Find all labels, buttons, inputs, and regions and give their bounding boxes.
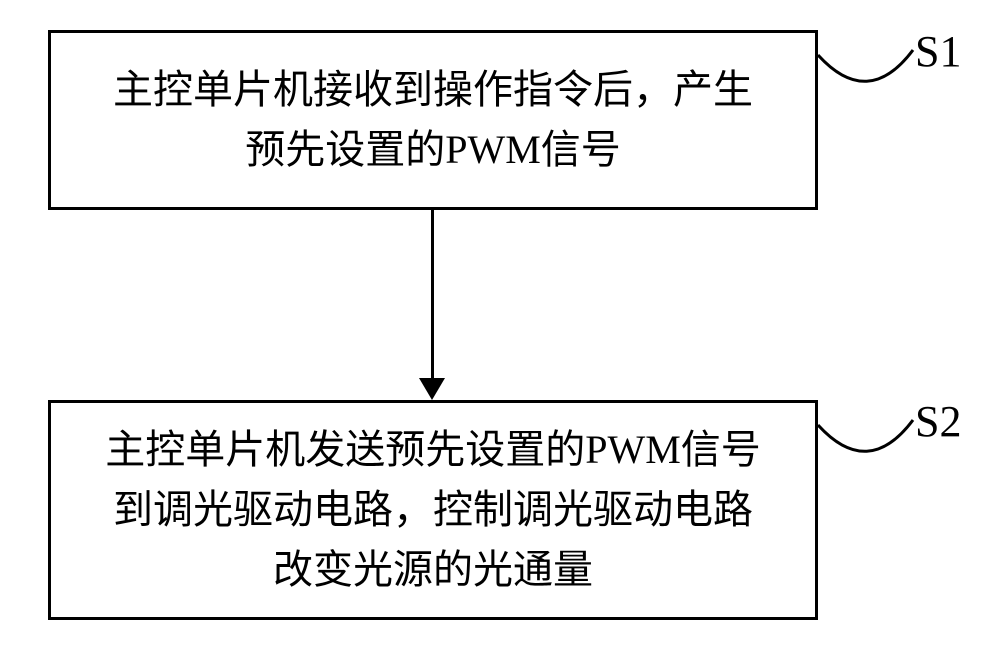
s2-text-line1: 主控单片机发送预先设置的PWM信号: [105, 427, 761, 472]
s1-connector-bracket: [818, 40, 918, 110]
s2-connector-bracket: [818, 410, 918, 480]
arrow-s1-s2-line: [431, 210, 434, 382]
s2-text-line2: 到调光驱动电路，控制调光驱动电路: [113, 487, 753, 532]
flowchart: 主控单片机接收到操作指令后，产生 预先设置的PWM信号 S1 主控单片机发送预先…: [0, 0, 1000, 654]
s1-text-line2: 预先设置的PWM信号: [245, 127, 621, 172]
step-label-s1: S1: [915, 26, 961, 77]
arrow-s1-s2-head: [419, 378, 445, 400]
flow-box-s2: 主控单片机发送预先设置的PWM信号 到调光驱动电路，控制调光驱动电路 改变光源的…: [48, 400, 818, 620]
flow-box-s1-text: 主控单片机接收到操作指令后，产生 预先设置的PWM信号: [113, 60, 753, 180]
s2-text-line3: 改变光源的光通量: [273, 547, 593, 592]
s1-text-line1: 主控单片机接收到操作指令后，产生: [113, 67, 753, 112]
step-label-s2: S2: [915, 396, 961, 447]
flow-box-s1: 主控单片机接收到操作指令后，产生 预先设置的PWM信号: [48, 30, 818, 210]
s1-label-text: S1: [915, 27, 961, 76]
flow-box-s2-text: 主控单片机发送预先设置的PWM信号 到调光驱动电路，控制调光驱动电路 改变光源的…: [105, 420, 761, 600]
s2-label-text: S2: [915, 397, 961, 446]
